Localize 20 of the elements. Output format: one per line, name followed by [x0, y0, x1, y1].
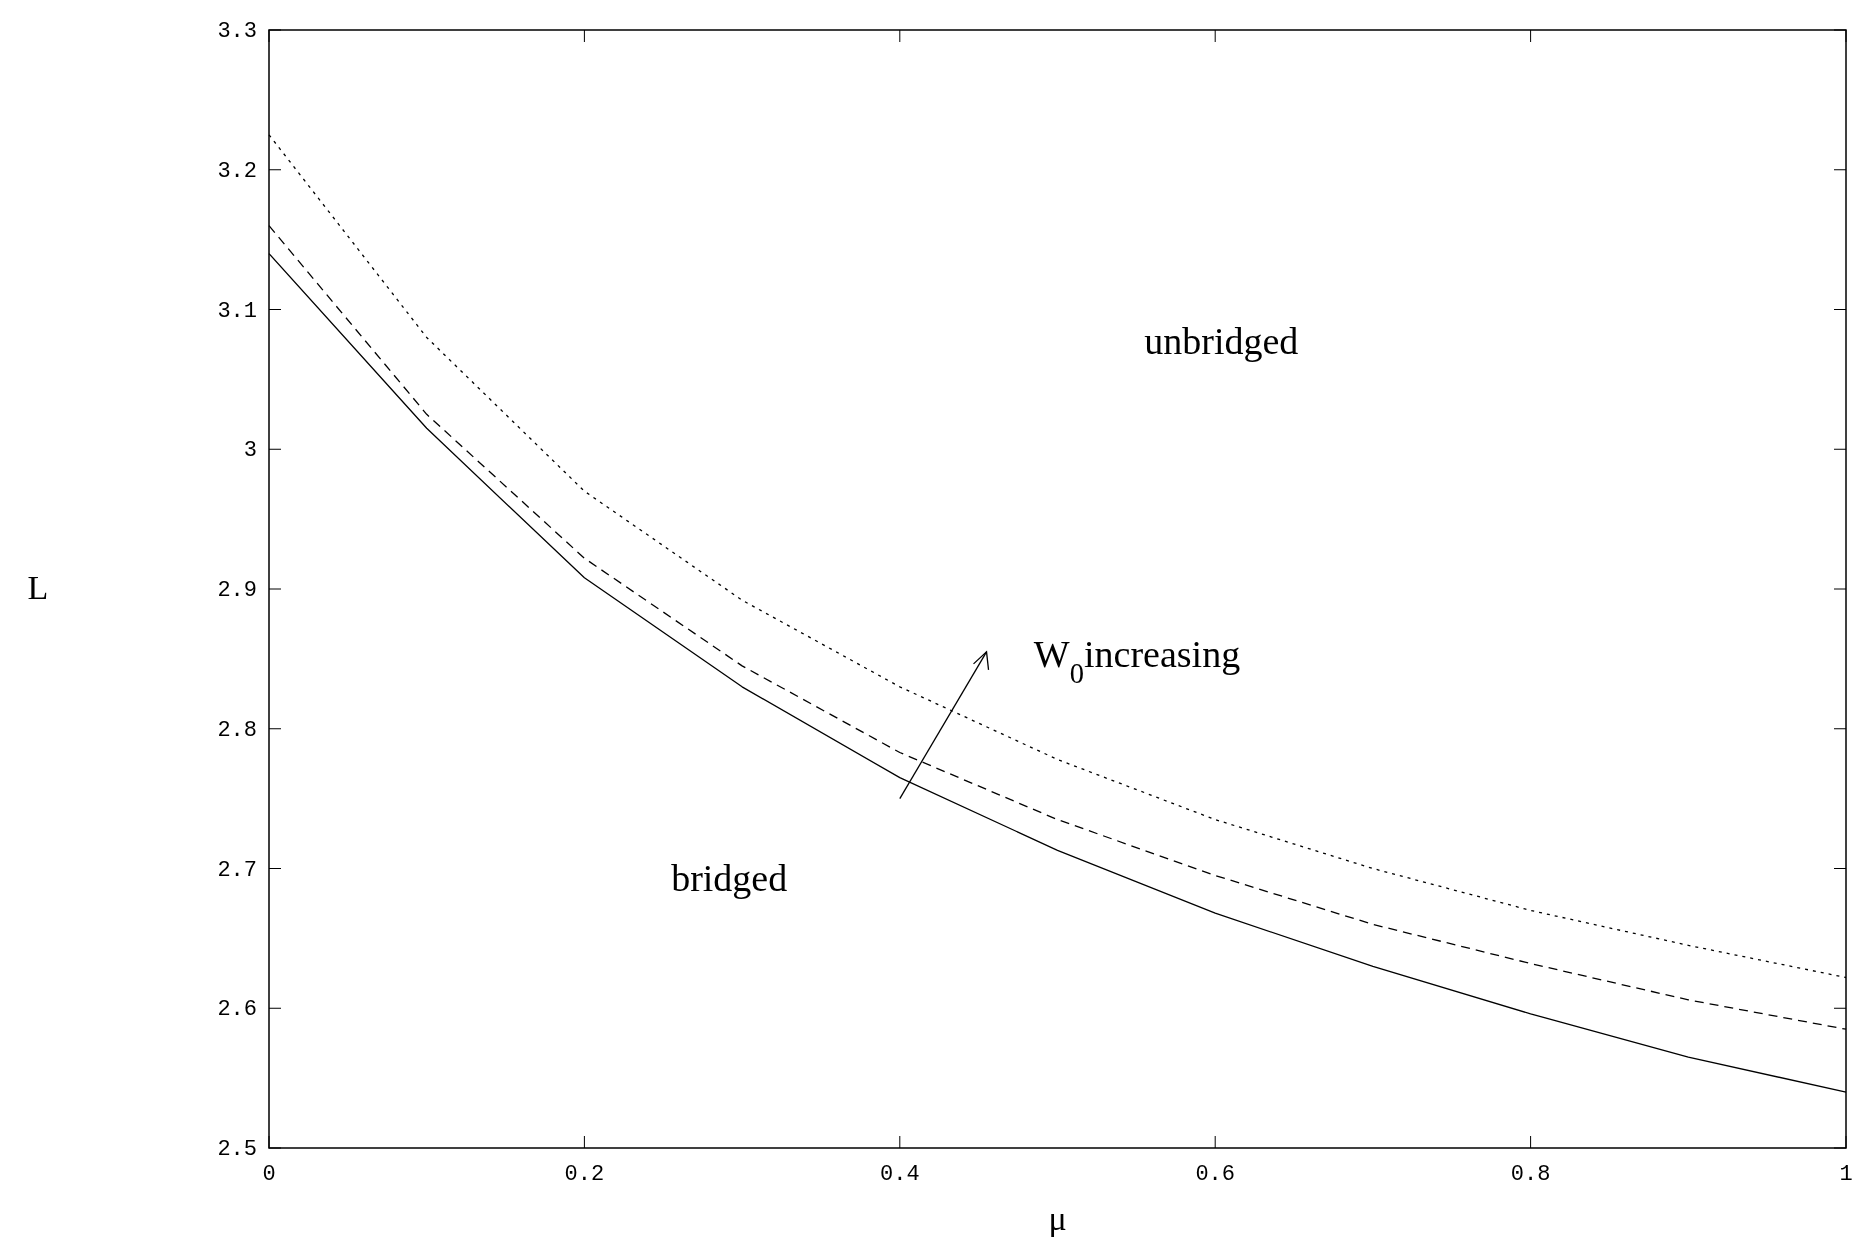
x-tick-label: 0.6 — [1195, 1162, 1235, 1187]
x-tick-label: 1 — [1839, 1162, 1853, 1187]
annotation: bridged — [671, 856, 788, 899]
x-tick-label: 0.4 — [880, 1162, 920, 1187]
y-axis-title: L — [27, 569, 49, 606]
x-tick-label: 0.2 — [564, 1162, 605, 1187]
x-tick-label: 0 — [262, 1162, 276, 1187]
y-tick-label: 2.8 — [217, 717, 257, 743]
y-tick-label: 3.3 — [217, 19, 257, 44]
y-tick-label: 3.2 — [217, 158, 257, 184]
x-axis-title: μ — [1048, 1200, 1067, 1237]
x-tick-label: 0.8 — [1510, 1162, 1551, 1187]
annotation: unbridged — [1144, 320, 1299, 363]
y-tick-label: 2.6 — [217, 997, 257, 1023]
y-tick-label: 3 — [243, 438, 257, 464]
y-tick-label: 2.7 — [217, 857, 257, 883]
y-tick-label: 2.5 — [217, 1137, 257, 1162]
y-tick-label: 2.9 — [217, 578, 257, 603]
annotation: W$_{0}$increasing — [1033, 633, 1241, 689]
y-tick-label: 3.1 — [217, 298, 257, 324]
